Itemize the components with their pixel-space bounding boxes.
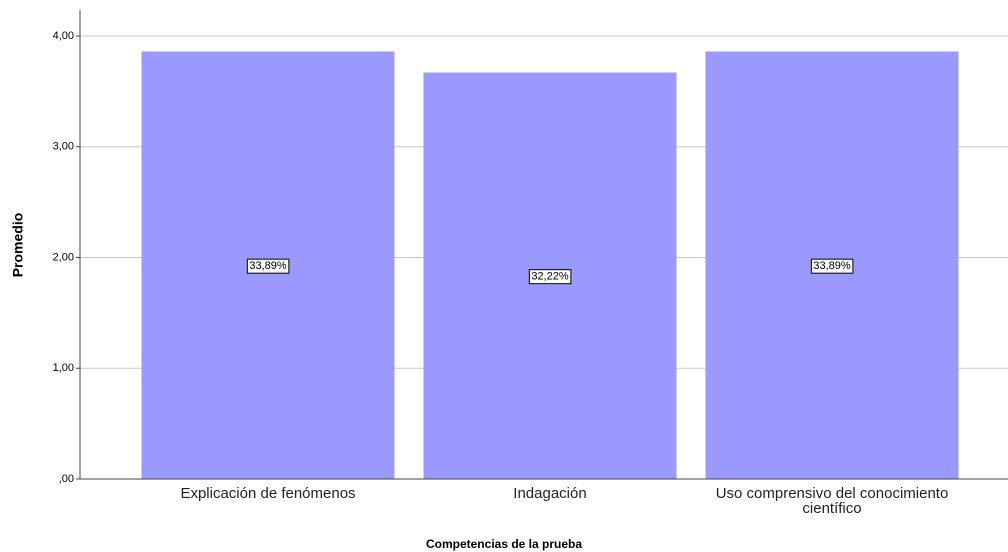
- data-label-box: [810, 258, 854, 274]
- y-tick-label: ,00: [59, 473, 74, 485]
- y-tick-label: 2,00: [53, 251, 74, 263]
- data-label: 32,22%: [531, 271, 569, 283]
- data-label-box: [528, 269, 572, 285]
- x-tick-label: Indagación: [513, 485, 587, 502]
- y-tick-label: 3,00: [53, 141, 74, 153]
- x-axis-title: Competencias de la prueba: [426, 537, 582, 551]
- data-label: 33,89%: [249, 260, 287, 272]
- data-label-box: [246, 258, 290, 274]
- y-tick-label: 1,00: [53, 362, 74, 374]
- x-tick-label: Uso comprensivo del conocimiento científ…: [715, 485, 949, 517]
- y-axis-title: Promedio: [10, 213, 26, 278]
- x-tick-label: Explicación de fenómenos: [180, 485, 356, 502]
- y-tick-label: 4,00: [53, 30, 74, 42]
- data-label: 33,89%: [813, 260, 851, 272]
